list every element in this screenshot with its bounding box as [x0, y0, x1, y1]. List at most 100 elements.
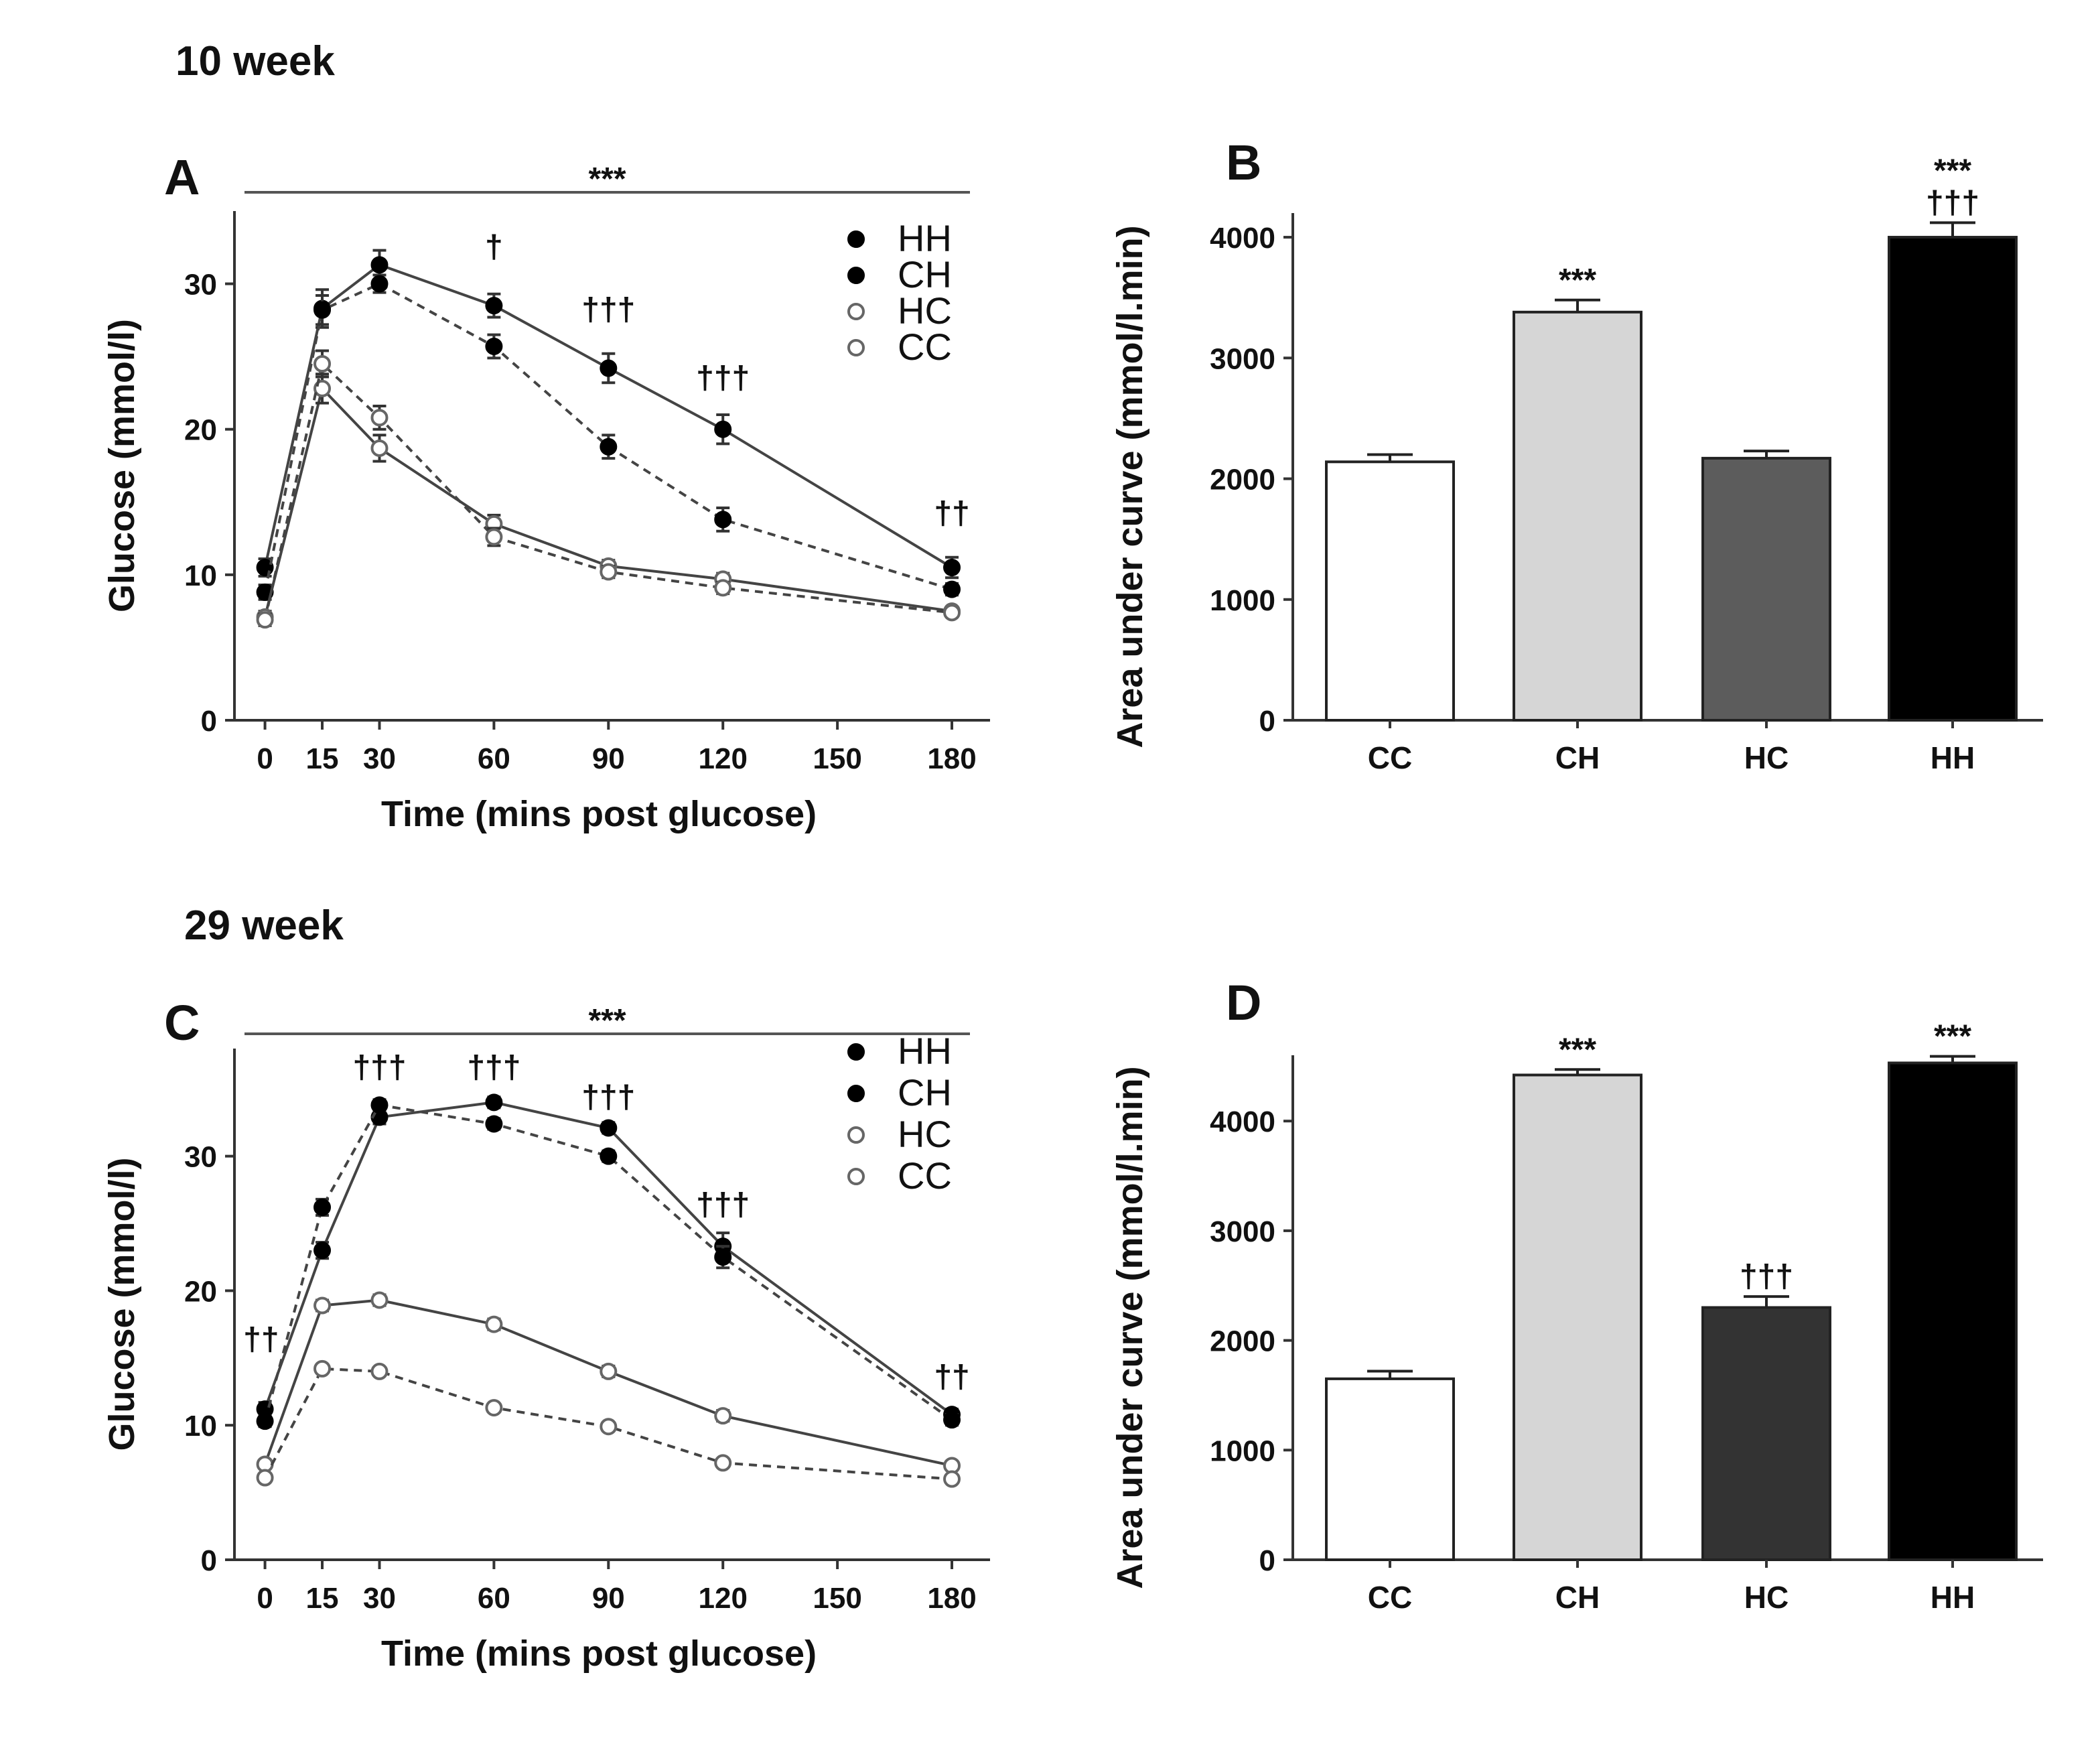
- legend-label-hh: HH: [898, 1030, 952, 1072]
- y-tick-label: 0: [201, 705, 217, 738]
- x-tick-label: 60: [478, 742, 510, 775]
- legend-marker-cc: [847, 1168, 865, 1185]
- significance-annotation: †: [485, 229, 503, 265]
- data-point-ch: [485, 337, 503, 355]
- x-tick-label: 0: [257, 742, 273, 775]
- series-line-hc: [263, 1298, 953, 1467]
- y-tick-label: 1000: [1210, 584, 1275, 617]
- y-tick-label: 10: [184, 1410, 217, 1443]
- data-point-ch: [600, 438, 618, 456]
- y-tick-label: 0: [1259, 1544, 1275, 1577]
- significance-bar-label: ***: [588, 1003, 626, 1039]
- data-point-cc: [313, 355, 332, 373]
- legend-marker-ch: [847, 267, 865, 284]
- x-tick-label: 0: [257, 1582, 273, 1615]
- y-tick-label: 3000: [1210, 342, 1275, 375]
- data-point-cc: [600, 1418, 618, 1436]
- data-point-ch: [714, 1248, 732, 1266]
- significance-annotation: ††: [243, 1322, 279, 1357]
- significance-bar-label: ***: [588, 161, 626, 197]
- panel-label: C: [164, 995, 200, 1051]
- data-point-cc: [943, 1470, 961, 1488]
- data-point-hc: [370, 1291, 389, 1309]
- data-point-ch: [370, 275, 389, 293]
- y-tick-label: 1000: [1210, 1434, 1275, 1467]
- bar-ch: [1513, 1073, 1642, 1561]
- data-point-hc: [485, 1315, 503, 1333]
- significance-annotation: †††: [581, 1079, 635, 1115]
- series-line-cc: [263, 361, 953, 620]
- data-point-hc: [370, 439, 389, 457]
- week-title-10: 10 week: [176, 38, 335, 84]
- y-tick-label: 20: [184, 414, 217, 447]
- data-point-cc: [714, 579, 732, 597]
- x-tick-label: 60: [478, 1582, 510, 1615]
- legend-label-ch: CH: [898, 1071, 952, 1114]
- x-tick-label: HC: [1744, 740, 1789, 775]
- legend-label-cc: CC: [898, 1154, 952, 1197]
- y-axis-title: Area under curve (mmol/l.min): [1110, 1066, 1150, 1589]
- series-line-hc: [263, 385, 953, 618]
- significance-annotation: ***: [1934, 1019, 1971, 1055]
- data-point-cc: [485, 528, 503, 546]
- data-point-cc: [256, 1469, 274, 1487]
- data-point-ch: [256, 1412, 274, 1430]
- x-tick-label: 90: [592, 742, 625, 775]
- data-point-ch: [943, 580, 961, 598]
- x-tick-label: 180: [927, 1582, 976, 1615]
- x-tick-label: 150: [813, 1582, 861, 1615]
- panel-c-line-chart: C *** 0 10 20 30 0 15 30 60 90 120 150 180 Time (mins …: [102, 995, 990, 1674]
- x-tick-label: CC: [1368, 1580, 1412, 1615]
- legend-marker-cc: [847, 339, 865, 356]
- y-axis-title: Area under curve (mmol/l.min): [1110, 225, 1150, 748]
- x-tick-label: HH: [1931, 740, 1975, 775]
- panel-d-bar-chart: D 0 1000 2000 3000 4000 Area under curve (mmol…: [1110, 975, 2043, 1615]
- data-point-hc: [313, 1296, 332, 1315]
- x-tick-label: 180: [927, 742, 976, 775]
- legend-marker-hc: [847, 1126, 865, 1144]
- significance-annotation: †††: [1740, 1259, 1793, 1294]
- significance-annotation: ***: [1559, 263, 1596, 298]
- data-point-hc: [600, 1362, 618, 1380]
- y-tick-label: 4000: [1210, 1106, 1275, 1138]
- bar-hh: [1888, 1061, 2018, 1562]
- x-tick-label: CH: [1555, 740, 1600, 775]
- y-tick-label: 20: [184, 1275, 217, 1308]
- y-axis-title: Glucose (mmol/l): [102, 319, 142, 612]
- legend-label-hc: HC: [898, 289, 952, 332]
- panel-a-line-chart: A *** 0 10 20 30 0 15 30 60 90 120 150 180 Time (mins …: [102, 149, 990, 834]
- significance-annotation: †††: [581, 292, 635, 328]
- y-tick-label: 3000: [1210, 1215, 1275, 1248]
- legend-marker-hh: [847, 230, 865, 248]
- significance-annotation: †††: [696, 360, 750, 396]
- data-point-cc: [313, 1359, 332, 1378]
- legend-marker-hc: [847, 303, 865, 320]
- data-point-hh: [600, 1119, 618, 1137]
- x-tick-label: 30: [363, 1582, 396, 1615]
- significance-annotation: †††: [1926, 185, 1979, 220]
- data-point-hh: [485, 297, 503, 315]
- y-tick-label: 30: [184, 269, 217, 302]
- data-point-ch: [943, 1411, 961, 1429]
- y-tick-label: 2000: [1210, 464, 1275, 496]
- significance-annotation: ††: [934, 1359, 969, 1395]
- data-point-cc: [485, 1399, 503, 1417]
- bar-hc: [1701, 456, 1831, 722]
- y-axis-title: Glucose (mmol/l): [102, 1157, 142, 1451]
- legend-label-cc: CC: [898, 326, 952, 368]
- bar-cc: [1325, 1377, 1455, 1561]
- legend-marker-hh: [847, 1043, 865, 1061]
- bar-ch: [1513, 310, 1642, 722]
- data-point-cc: [943, 604, 961, 622]
- panel-label: D: [1226, 975, 1261, 1030]
- week-title-29: 29 week: [184, 902, 344, 949]
- data-point-hh: [485, 1093, 503, 1112]
- x-tick-label: 150: [813, 742, 861, 775]
- data-point-hh: [943, 559, 961, 576]
- data-point-cc: [714, 1454, 732, 1472]
- y-tick-label: 2000: [1210, 1325, 1275, 1358]
- x-tick-label: 90: [592, 1582, 625, 1615]
- significance-annotation: ***: [1559, 1032, 1596, 1067]
- data-point-ch: [313, 301, 332, 319]
